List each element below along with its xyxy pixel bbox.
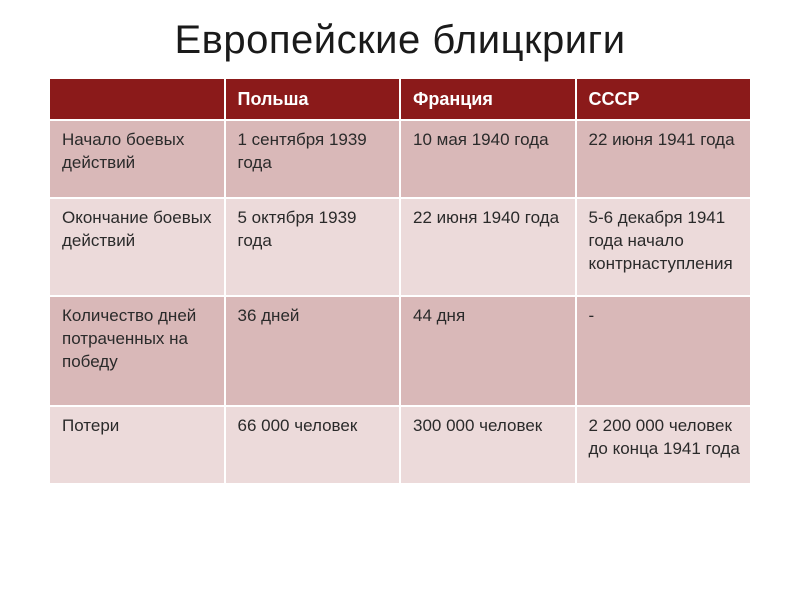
table-header-ussr: СССР <box>576 78 752 120</box>
table-row: Потери 66 000 человек 300 000 человек 2 … <box>49 406 751 484</box>
row-label: Потери <box>49 406 225 484</box>
slide-title: Европейские блицкриги <box>48 18 752 63</box>
cell: 22 июня 1940 года <box>400 198 576 296</box>
table-header-poland: Польша <box>225 78 401 120</box>
cell: - <box>576 296 752 406</box>
table-header-blank <box>49 78 225 120</box>
cell: 66 000 человек <box>225 406 401 484</box>
cell: 5-6 декабря 1941 года начало контрнаступ… <box>576 198 752 296</box>
table-header-france: Франция <box>400 78 576 120</box>
row-label: Начало боевых действий <box>49 120 225 198</box>
table-row: Окончание боевых действий 5 октября 1939… <box>49 198 751 296</box>
table-row: Количество дней потраченных на победу 36… <box>49 296 751 406</box>
table-row: Начало боевых действий 1 сентября 1939 г… <box>49 120 751 198</box>
cell: 2 200 000 человек до конца 1941 года <box>576 406 752 484</box>
table-header-row: Польша Франция СССР <box>49 78 751 120</box>
cell: 44 дня <box>400 296 576 406</box>
cell: 5 октября 1939 года <box>225 198 401 296</box>
cell: 1 сентября 1939 года <box>225 120 401 198</box>
blitzkrieg-table: Польша Франция СССР Начало боевых действ… <box>48 77 752 485</box>
cell: 22 июня 1941 года <box>576 120 752 198</box>
row-label: Количество дней потраченных на победу <box>49 296 225 406</box>
cell: 300 000 человек <box>400 406 576 484</box>
row-label: Окончание боевых действий <box>49 198 225 296</box>
cell: 36 дней <box>225 296 401 406</box>
slide: Европейские блицкриги Польша Франция ССС… <box>0 0 800 600</box>
cell: 10 мая 1940 года <box>400 120 576 198</box>
